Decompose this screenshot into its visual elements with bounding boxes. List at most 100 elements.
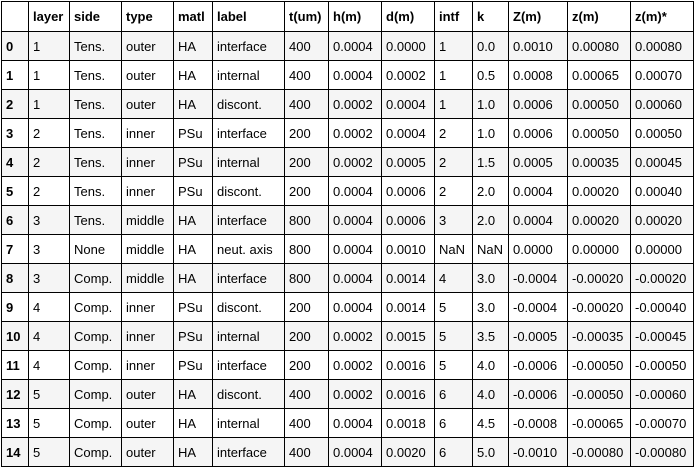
- z-star-cell: 0.00080: [630, 31, 694, 61]
- matl-cell: HA: [173, 234, 213, 264]
- Z-cell: -0.0010: [508, 437, 568, 467]
- d-cell: 0.0016: [381, 379, 435, 409]
- thickness-cell: 800: [284, 263, 329, 293]
- matl-cell: HA: [173, 89, 213, 119]
- Z-cell: 0.0010: [508, 31, 568, 61]
- layer-cell: 1: [28, 89, 70, 119]
- z-cell: 0.00035: [567, 147, 631, 177]
- label-cell: discont.: [212, 292, 285, 322]
- z-star-cell: -0.00080: [630, 437, 694, 467]
- label-cell: internal: [212, 321, 285, 351]
- h-cell: 0.0004: [328, 60, 382, 90]
- z-cell: -0.00065: [567, 408, 631, 438]
- table-row: 3 2 Tens. inner PSu interface 200 0.0002 0.0004 2…: [1, 118, 694, 148]
- intf-cell: 2: [434, 118, 473, 148]
- side-cell: Comp.: [69, 408, 122, 438]
- type-cell: middle: [121, 263, 174, 293]
- intf-cell: 1: [434, 89, 473, 119]
- index-cell: 3: [1, 118, 29, 148]
- type-cell: inner: [121, 147, 174, 177]
- side-cell: Comp.: [69, 379, 122, 409]
- table-row: 6 3 Tens. middle HA interface 800 0.0004 0.0006 3…: [1, 205, 694, 235]
- index-cell: 12: [1, 379, 29, 409]
- intf-cell: 6: [434, 437, 473, 467]
- table-row: 11 4 Comp. inner PSu interface 200 0.0002 0.0016…: [1, 350, 694, 380]
- matl-cell: PSu: [173, 292, 213, 322]
- side-cell: Tens.: [69, 147, 122, 177]
- h-cell: 0.0004: [328, 234, 382, 264]
- side-cell: Comp.: [69, 321, 122, 351]
- Z-cell: 0.0006: [508, 118, 568, 148]
- z-star-cell: 0.00040: [630, 176, 694, 206]
- layer-cell: 5: [28, 437, 70, 467]
- Z-cell: 0.0004: [508, 176, 568, 206]
- label-cell: interface: [212, 205, 285, 235]
- layer-cell: 2: [28, 176, 70, 206]
- d-cell: 0.0006: [381, 205, 435, 235]
- thickness-cell: 200: [284, 292, 329, 322]
- header-cell-label: label: [212, 1, 285, 32]
- intf-cell: 5: [434, 350, 473, 380]
- Z-cell: 0.0004: [508, 205, 568, 235]
- table-row: 5 2 Tens. inner PSu discont. 200 0.0004 0.0006 2 2…: [1, 176, 694, 206]
- layer-cell: 5: [28, 408, 70, 438]
- type-cell: outer: [121, 89, 174, 119]
- type-cell: middle: [121, 234, 174, 264]
- h-cell: 0.0002: [328, 89, 382, 119]
- h-cell: 0.0002: [328, 147, 382, 177]
- k-cell: 0.5: [472, 60, 509, 90]
- matl-cell: HA: [173, 379, 213, 409]
- table-row: 4 2 Tens. inner PSu internal 200 0.0002 0.0005 2 1…: [1, 147, 694, 177]
- intf-cell: NaN: [434, 234, 473, 264]
- h-cell: 0.0004: [328, 292, 382, 322]
- k-cell: 4.0: [472, 379, 509, 409]
- label-cell: internal: [212, 60, 285, 90]
- layer-cell: 4: [28, 350, 70, 380]
- k-cell: 4.5: [472, 408, 509, 438]
- type-cell: inner: [121, 176, 174, 206]
- table-row: 0 1 Tens. outer HA interface 400 0.0004 0.0000 1 0…: [1, 31, 694, 61]
- intf-cell: 5: [434, 321, 473, 351]
- type-cell: inner: [121, 118, 174, 148]
- Z-cell: -0.0004: [508, 292, 568, 322]
- side-cell: Comp.: [69, 350, 122, 380]
- side-cell: Comp.: [69, 437, 122, 467]
- header-row: layer side type matl label t(um) h(m) d(…: [1, 1, 694, 32]
- matl-cell: PSu: [173, 118, 213, 148]
- matl-cell: HA: [173, 60, 213, 90]
- matl-cell: HA: [173, 205, 213, 235]
- header-cell-z: z(m): [567, 1, 631, 32]
- z-cell: -0.00020: [567, 263, 631, 293]
- k-cell: 3.5: [472, 321, 509, 351]
- k-cell: 0.0: [472, 31, 509, 61]
- z-cell: -0.00035: [567, 321, 631, 351]
- header-cell-z-star: z(m)*: [630, 1, 694, 32]
- Z-cell: -0.0006: [508, 379, 568, 409]
- label-cell: internal: [212, 408, 285, 438]
- label-cell: interface: [212, 263, 285, 293]
- thickness-cell: 800: [284, 234, 329, 264]
- index-cell: 8: [1, 263, 29, 293]
- intf-cell: 6: [434, 379, 473, 409]
- matl-cell: PSu: [173, 321, 213, 351]
- d-cell: 0.0006: [381, 176, 435, 206]
- k-cell: 3.0: [472, 263, 509, 293]
- matl-cell: PSu: [173, 147, 213, 177]
- thickness-cell: 400: [284, 379, 329, 409]
- type-cell: outer: [121, 31, 174, 61]
- layer-cell: 3: [28, 263, 70, 293]
- Z-cell: -0.0005: [508, 321, 568, 351]
- z-cell: -0.00050: [567, 350, 631, 380]
- header-cell-layer: layer: [28, 1, 70, 32]
- type-cell: inner: [121, 292, 174, 322]
- type-cell: inner: [121, 321, 174, 351]
- side-cell: Tens.: [69, 89, 122, 119]
- matl-cell: HA: [173, 437, 213, 467]
- intf-cell: 2: [434, 147, 473, 177]
- index-cell: 7: [1, 234, 29, 264]
- table-row: 1 1 Tens. outer HA internal 400 0.0004 0.0002 1 0.…: [1, 60, 694, 90]
- h-cell: 0.0002: [328, 350, 382, 380]
- h-cell: 0.0002: [328, 118, 382, 148]
- Z-cell: 0.0008: [508, 60, 568, 90]
- d-cell: 0.0005: [381, 147, 435, 177]
